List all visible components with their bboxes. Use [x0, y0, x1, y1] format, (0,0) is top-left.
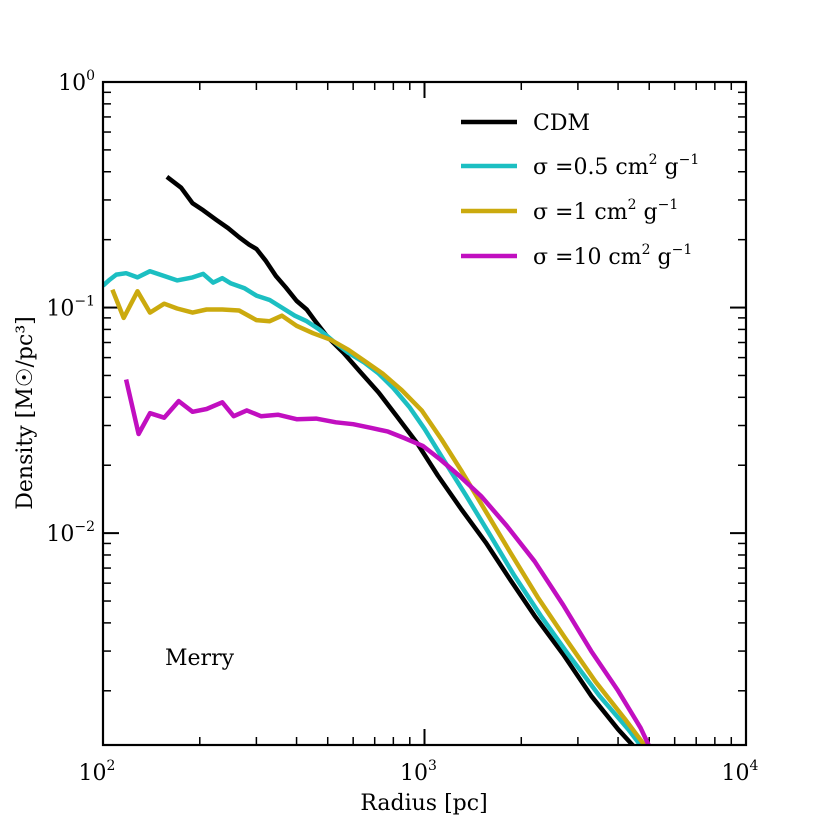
legend-text-part: g [651, 245, 672, 270]
legend-superscript: −1 [672, 242, 693, 258]
legend-label-sigma-10: σ =10 cm2 g−1 [533, 242, 692, 270]
tick-exponent: −2 [74, 519, 95, 535]
legend-text-part: g [658, 155, 679, 180]
legend-superscript: −1 [679, 152, 700, 168]
tick-exponent: 4 [750, 758, 759, 774]
y-tick-label: 10−1 [46, 294, 95, 322]
series-line-sigma-1 [110, 288, 648, 745]
x-tick-label: 102 [79, 758, 116, 786]
legend-label-sigma-0.5: σ =0.5 cm2 g−1 [533, 152, 699, 180]
legend-text-part: σ =0.5 cm [533, 155, 649, 180]
tick-base: 10 [722, 761, 750, 786]
legend-superscript: 2 [628, 197, 637, 213]
legend-text-part: g [637, 200, 658, 225]
legend-label-sigma-1: σ =1 cm2 g−1 [533, 197, 678, 225]
annotation-merry: Merry [165, 646, 235, 671]
y-axis-title: Density [M☉/pc³] [13, 316, 38, 509]
tick-exponent: 3 [428, 758, 437, 774]
tick-exponent: −1 [74, 294, 95, 310]
legend-superscript: −1 [658, 197, 679, 213]
legend-superscript: 2 [649, 152, 658, 168]
tick-base: 10 [79, 761, 107, 786]
y-tick-label: 10−2 [46, 519, 95, 547]
tick-exponent: 0 [86, 68, 95, 84]
y-tick-label: 100 [58, 68, 95, 96]
series-line-sigma-10 [123, 378, 652, 745]
tick-base: 10 [400, 761, 428, 786]
legend-label-CDM: CDM [533, 111, 590, 136]
x-tick-label: 104 [722, 758, 759, 786]
tick-base: 10 [46, 522, 74, 547]
minor-ticks [103, 82, 746, 745]
series-layer [103, 175, 652, 745]
legend-text-part: σ =10 cm [533, 245, 642, 270]
x-axis-title: Radius [pc] [360, 791, 487, 816]
series-line-sigma-0.5 [103, 268, 644, 745]
tick-base: 10 [46, 297, 74, 322]
x-tick-label: 103 [400, 758, 437, 786]
plot-frame [101, 80, 748, 747]
tick-base: 10 [58, 71, 86, 96]
legend-superscript: 2 [642, 242, 651, 258]
tick-exponent: 2 [107, 758, 116, 774]
legend-text-part: σ =1 cm [533, 200, 628, 225]
